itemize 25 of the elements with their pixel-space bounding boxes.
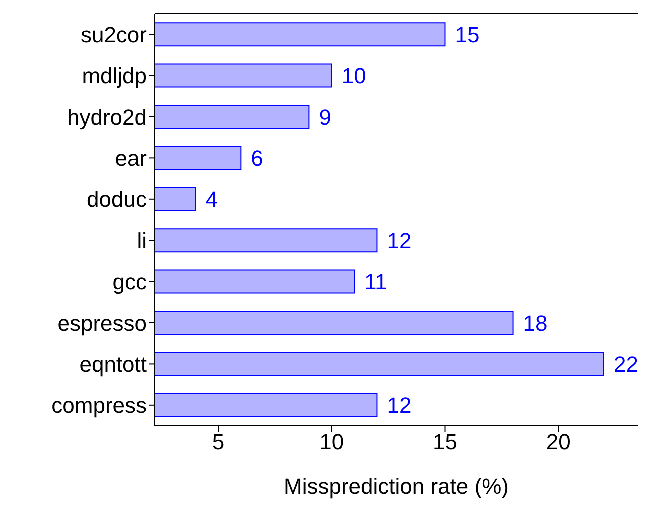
y-tick-label: espresso xyxy=(58,310,147,336)
data-label: 11 xyxy=(364,270,388,295)
data-label: 22 xyxy=(614,352,638,377)
data-label: 12 xyxy=(387,393,412,418)
x-tick-label: 5 xyxy=(212,430,225,455)
y-tick-label: eqntott xyxy=(80,352,147,378)
y-tick-label: ear xyxy=(115,146,147,172)
y-tick-label: compress xyxy=(52,393,147,418)
x-tick-label: 10 xyxy=(320,430,344,455)
data-label: 9 xyxy=(319,104,332,130)
data-label: 12 xyxy=(387,228,412,254)
data-label: 6 xyxy=(251,146,264,171)
data-label: 4 xyxy=(206,187,218,212)
x-axis-title: Missprediction rate (%) xyxy=(284,474,509,499)
data-label: 15 xyxy=(455,22,480,48)
y-tick-label: li xyxy=(137,228,147,254)
x-tick-label: 20 xyxy=(546,430,571,455)
y-tick-label: su2cor xyxy=(80,22,147,48)
y-tick-label: gcc xyxy=(112,270,147,295)
x-tick-label: 15 xyxy=(433,430,458,455)
y-tick-label: doduc xyxy=(87,187,147,212)
y-tick-label: hydro2d xyxy=(67,104,147,130)
data-label: 18 xyxy=(523,310,548,336)
y-tick-label: mdljdp xyxy=(82,64,147,89)
data-label: 10 xyxy=(342,64,366,89)
